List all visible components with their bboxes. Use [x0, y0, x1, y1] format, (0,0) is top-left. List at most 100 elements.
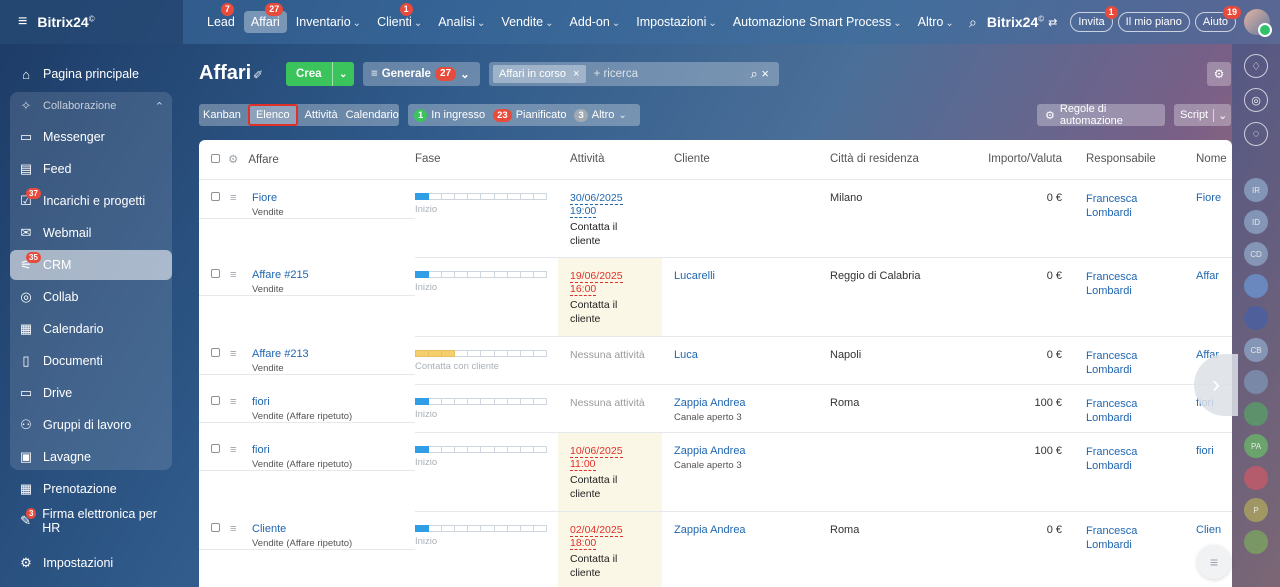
clock-icon[interactable]: ⇄: [1048, 16, 1058, 29]
stage-segment[interactable]: [442, 445, 456, 453]
row-checkbox[interactable]: [211, 191, 220, 201]
stage-segment[interactable]: [468, 524, 482, 532]
activity-deadline[interactable]: 30/06/2025 19:00: [570, 192, 662, 218]
chevron-up-icon[interactable]: ⌃: [154, 100, 164, 113]
stage-segment[interactable]: [507, 445, 521, 453]
drag-handle-icon[interactable]: ≡: [230, 191, 237, 204]
scroll-right-arrow[interactable]: ›: [1194, 354, 1238, 416]
stage-segment[interactable]: [481, 397, 495, 405]
name-link[interactable]: Affar: [1196, 269, 1220, 282]
contact-avatar[interactable]: [1244, 370, 1268, 394]
stage-segment[interactable]: [507, 192, 521, 200]
stage-bar[interactable]: [415, 270, 547, 278]
contact-avatar[interactable]: CB: [1244, 338, 1268, 362]
stage-segment[interactable]: [481, 270, 495, 278]
nav-item-inventario[interactable]: Inventario ⌄: [289, 11, 368, 33]
responsible-link[interactable]: Francesca Lombardi: [1086, 397, 1138, 424]
activity-date[interactable]: 10/06/2025: [570, 444, 623, 458]
stage-segment[interactable]: [429, 349, 443, 357]
counter-pianificato[interactable]: 23 Pianificato: [493, 108, 566, 122]
stage-segment[interactable]: [520, 445, 534, 453]
sidebar-item-messenger[interactable]: ▭ Messenger: [10, 122, 172, 152]
activity-deadline[interactable]: 02/04/2025 18:00: [570, 524, 662, 550]
stage-segment[interactable]: [415, 397, 430, 405]
activity-text[interactable]: Contatta il cliente: [570, 552, 618, 579]
table-row[interactable]: ≡ Affare #213 Vendite Contatta con cliente N…: [199, 336, 1232, 385]
activity-text[interactable]: Contatta il cliente: [570, 220, 618, 247]
stage-segment[interactable]: [415, 270, 430, 278]
stage-bar[interactable]: [415, 397, 547, 405]
deal-link[interactable]: Fiore: [252, 191, 278, 204]
activity-text[interactable]: Contatta il cliente: [570, 473, 618, 500]
view-tab-elenco[interactable]: Elenco: [247, 104, 298, 126]
select-all-checkbox[interactable]: [211, 154, 220, 164]
client-link[interactable]: Zappia Andrea: [674, 444, 746, 457]
stage-segment[interactable]: [520, 192, 534, 200]
column-header[interactable]: Città di residenza: [830, 140, 962, 180]
row-checkbox[interactable]: [211, 523, 220, 532]
contact-avatar[interactable]: [1244, 402, 1268, 426]
column-header[interactable]: Attività: [558, 140, 662, 180]
search-icon[interactable]: ⌕: [750, 66, 758, 81]
stage-segment[interactable]: [442, 349, 456, 357]
contact-avatar[interactable]: [1244, 466, 1268, 490]
view-tab-kanban[interactable]: Kanban: [203, 109, 241, 121]
client-link[interactable]: Zappia Andrea: [674, 523, 746, 536]
nav-item-analisi[interactable]: Analisi ⌄: [431, 11, 492, 33]
deal-link[interactable]: Cliente: [252, 523, 287, 535]
list-menu-icon[interactable]: ≡: [1197, 545, 1231, 579]
contact-avatar[interactable]: PA: [1244, 434, 1268, 458]
sidebar-item-feed[interactable]: ▤ Feed: [10, 154, 172, 184]
counter-in-ingresso[interactable]: 1 In ingresso: [414, 108, 485, 122]
nav-item-impostazioni[interactable]: Impostazioni ⌄: [629, 11, 724, 33]
drag-handle-icon[interactable]: ≡: [230, 396, 237, 408]
stage-segment[interactable]: [494, 524, 508, 532]
stage-segment[interactable]: [468, 349, 482, 357]
stage-segment[interactable]: [455, 349, 469, 357]
sidebar-item-gruppi-di-lavoro[interactable]: ⚇ Gruppi di lavoro: [10, 410, 172, 440]
activity-deadline[interactable]: 19/06/2025 16:00: [570, 270, 662, 296]
sidebar-item-prenotazione[interactable]: ▦ Prenotazione: [10, 474, 172, 504]
stage-segment[interactable]: [429, 524, 443, 532]
stage-bar[interactable]: [415, 192, 547, 200]
name-link[interactable]: fiori: [1196, 444, 1214, 457]
stage-segment[interactable]: [429, 192, 443, 200]
sidebar-item-calendario[interactable]: ▦ Calendario: [10, 314, 172, 344]
sidebar-item-firma-elettronica-per-hr[interactable]: ✎ 3 Firma elettronica per HR: [10, 506, 172, 536]
contact-avatar[interactable]: ID: [1244, 210, 1268, 234]
sidebar-item-collaborazione[interactable]: ✧ Collaborazione ⌃: [10, 91, 172, 121]
stage-segment[interactable]: [481, 349, 495, 357]
contact-avatar[interactable]: [1244, 274, 1268, 298]
column-header[interactable]: Responsabile: [1086, 140, 1196, 180]
pin-icon[interactable]: ✐: [253, 68, 264, 82]
chat-icon[interactable]: ◌: [1244, 122, 1268, 146]
activity-time[interactable]: 11:00: [570, 457, 596, 471]
table-row[interactable]: ≡ fiori Vendite (Affare ripetuto) Inizio 10/…: [199, 432, 1232, 512]
name-link[interactable]: Clien: [1196, 523, 1222, 536]
stage-bar[interactable]: [415, 445, 547, 453]
client-link[interactable]: Luca: [674, 348, 698, 361]
drag-handle-icon[interactable]: ≡: [230, 269, 237, 281]
close-icon[interactable]: ×: [573, 68, 580, 80]
stage-segment[interactable]: [494, 349, 508, 357]
stage-segment[interactable]: [520, 397, 534, 405]
chevron-down-icon[interactable]: ⌄: [1213, 108, 1227, 122]
stage-segment[interactable]: [455, 524, 469, 532]
target-icon[interactable]: ◎: [1244, 88, 1268, 112]
sidebar-item-incarichi-e-progetti[interactable]: ☑ 37 Incarichi e progetti: [10, 186, 172, 216]
table-row[interactable]: ≡ Cliente Vendite (Affare ripetuto) Inizio 0…: [199, 511, 1232, 587]
client-link[interactable]: Lucarelli: [674, 269, 715, 282]
column-header[interactable]: Cliente: [662, 140, 830, 180]
logo[interactable]: Bitrix24©: [37, 14, 95, 30]
sidebar-item-pagina-principale[interactable]: ⌂ Pagina principale: [10, 59, 172, 89]
search-icon[interactable]: ⌕: [969, 13, 977, 30]
stage-segment[interactable]: [507, 397, 521, 405]
activity-date[interactable]: 02/04/2025: [570, 523, 623, 537]
stage-segment[interactable]: [429, 445, 443, 453]
stage-bar[interactable]: [415, 524, 547, 532]
stage-segment[interactable]: [442, 192, 456, 200]
invite-button[interactable]: Invita 1: [1070, 6, 1118, 32]
stage-segment[interactable]: [533, 270, 547, 278]
sidebar-item-lavagne[interactable]: ▣ Lavagne: [10, 442, 172, 472]
sidebar-item-crm[interactable]: ⚟ 35 CRM: [10, 250, 172, 280]
